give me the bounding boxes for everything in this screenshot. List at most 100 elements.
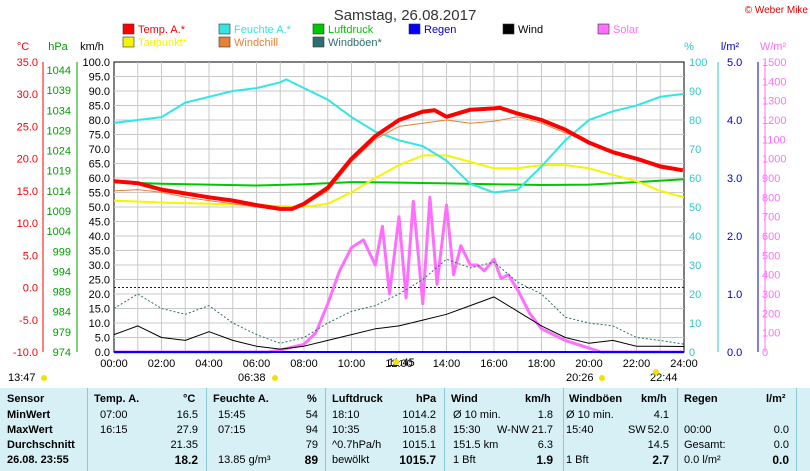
series-luftdruck — [113, 178, 685, 187]
tick-kmh: 70.0 — [89, 144, 110, 156]
stats-cell-b-val: 52.0 — [647, 424, 669, 436]
tick-hpa: 1004 — [47, 226, 71, 238]
stats-cell-p-time: ^0.7hPa/h — [332, 439, 382, 451]
tick-lm2: 4.0 — [727, 115, 742, 127]
stats-cell-w-lbl: 151.5 km — [453, 439, 499, 451]
tick-celsius: -10.0 — [13, 347, 38, 359]
stats-cell-t-val: 16.5 — [176, 409, 198, 421]
tick-wm2: 1100 — [762, 134, 786, 146]
tick-wm2: 500 — [762, 250, 780, 262]
stats-cell-label: 26.08. 23:55 — [7, 454, 69, 466]
stats-cell-t-val: 18.2 — [174, 453, 198, 467]
tick-hpa: 999 — [53, 246, 71, 258]
stats-cell-r-val: 0.0 — [773, 439, 789, 451]
tick-celsius: 15.0 — [17, 186, 38, 198]
tick-pct: 100 — [689, 57, 707, 69]
stats-cell-p-time: bewölkt — [332, 454, 370, 466]
tick-wm2: 400 — [762, 270, 780, 282]
hdr-wind-unit: km/h — [525, 393, 551, 405]
tick-hpa: 1034 — [47, 105, 71, 117]
stats-cell-p-val: 1014.2 — [402, 409, 436, 421]
hdr-regen-unit: l/m² — [766, 393, 786, 405]
stats-cell-t-time: 16:15 — [100, 424, 128, 436]
tick-pct: 30 — [689, 260, 701, 272]
stats-cell-r-val: 0.0 — [773, 424, 789, 436]
weather-chart: Samstag, 26.08.2017 © Weber Mike Temp. A.*… — [8, 5, 809, 384]
tick-pct: 40 — [689, 231, 701, 243]
tick-celsius: 5.0 — [23, 250, 38, 262]
tick-wm2: 100 — [762, 328, 780, 340]
tick-wm2: 1200 — [762, 115, 786, 127]
tick-celsius: 20.0 — [17, 154, 38, 166]
stats-cell-f-val: 79 — [305, 439, 318, 451]
stats-cell-label: MinWert — [7, 409, 51, 421]
tick-x: 00:00 — [100, 358, 128, 370]
stats-cell-p-time: 10:35 — [332, 424, 360, 436]
legend-label: Temp. A.* — [138, 24, 186, 36]
tick-kmh: 55.0 — [89, 188, 110, 200]
tick-kmh: 75.0 — [89, 130, 110, 142]
stats-cell-w-lbl: 15:30 — [453, 424, 481, 436]
stats-cell-p-time: 18:10 — [332, 409, 360, 421]
tick-hpa: 1019 — [47, 166, 71, 178]
legend-label: Wind — [518, 24, 543, 36]
stats-cell-p-val: 1015.7 — [399, 453, 436, 467]
stats-cell-b-val: 4.1 — [653, 409, 669, 421]
legend-label: Solar — [613, 24, 639, 36]
axis-label-wm2: W/m² — [760, 41, 787, 53]
event-time: 06:38 — [238, 372, 266, 384]
tick-pct: 20 — [689, 289, 701, 301]
stats-cell-r-lbl: Gesamt: — [684, 439, 726, 451]
series-wind — [113, 296, 685, 350]
tick-lm2: 2.0 — [727, 231, 742, 243]
tick-x: 18:00 — [528, 358, 556, 370]
tick-lm2: 0.0 — [727, 347, 742, 359]
series-solar — [114, 195, 684, 354]
axis-label-hpa: hPa — [48, 41, 68, 53]
tick-wm2: 0 — [762, 347, 768, 359]
copyright: © Weber Mike — [745, 5, 809, 16]
stats-cell-f-val: 54 — [305, 409, 318, 421]
legend-label: Windchill — [234, 37, 278, 49]
stats-cell-f-val: 89 — [304, 453, 318, 467]
tick-pct: 60 — [689, 173, 701, 185]
tick-hpa: 1029 — [47, 125, 71, 137]
tick-lm2: 5.0 — [727, 57, 742, 69]
tick-hpa: 979 — [53, 327, 71, 339]
tick-wm2: 300 — [762, 289, 780, 301]
tick-celsius: 30.0 — [17, 89, 38, 101]
sun-icon — [41, 375, 47, 381]
tick-x: 22:00 — [623, 358, 651, 370]
tick-x: 10:00 — [338, 358, 366, 370]
tick-wm2: 900 — [762, 173, 780, 185]
tick-hpa: 974 — [53, 347, 71, 359]
tick-celsius: 25.0 — [17, 121, 38, 133]
tick-kmh: 35.0 — [89, 246, 110, 258]
tick-kmh: 85.0 — [89, 101, 110, 113]
series-windb-en — [113, 258, 685, 345]
hdr-temp-unit: °C — [183, 393, 196, 405]
stats-cell-b-dir: SW — [628, 424, 646, 436]
tick-celsius: 35.0 — [17, 57, 38, 69]
legend-label: Regen — [424, 24, 456, 36]
tick-kmh: 10.0 — [89, 318, 110, 330]
hdr-feuchte: Feuchte A. — [213, 393, 269, 405]
stats-cell-p-val: 1015.8 — [402, 424, 436, 436]
tick-celsius: 0.0 — [23, 283, 38, 295]
stats-cell-p-val: 1015.1 — [402, 439, 436, 451]
hdr-sensor: Sensor — [7, 393, 45, 405]
hdr-boeen: Windböen — [569, 393, 623, 405]
stats-cell-r-lbl: 0.0 l/m² — [684, 454, 721, 466]
tick-wm2: 600 — [762, 231, 780, 243]
event-time: 13:47 — [8, 372, 36, 384]
sun-icon — [653, 369, 659, 375]
event-time: 20:26 — [566, 372, 594, 384]
tick-x: 02:00 — [148, 358, 176, 370]
legend-swatch — [218, 23, 231, 35]
tick-x: 12:00 — [385, 358, 413, 370]
tick-pct: 0 — [689, 347, 695, 359]
stats-cell-r-lbl: 00:00 — [684, 424, 712, 436]
event-time: 22:44 — [650, 372, 678, 384]
stats-cell-b-val: 14.5 — [647, 439, 669, 451]
legend-swatch — [122, 23, 135, 35]
